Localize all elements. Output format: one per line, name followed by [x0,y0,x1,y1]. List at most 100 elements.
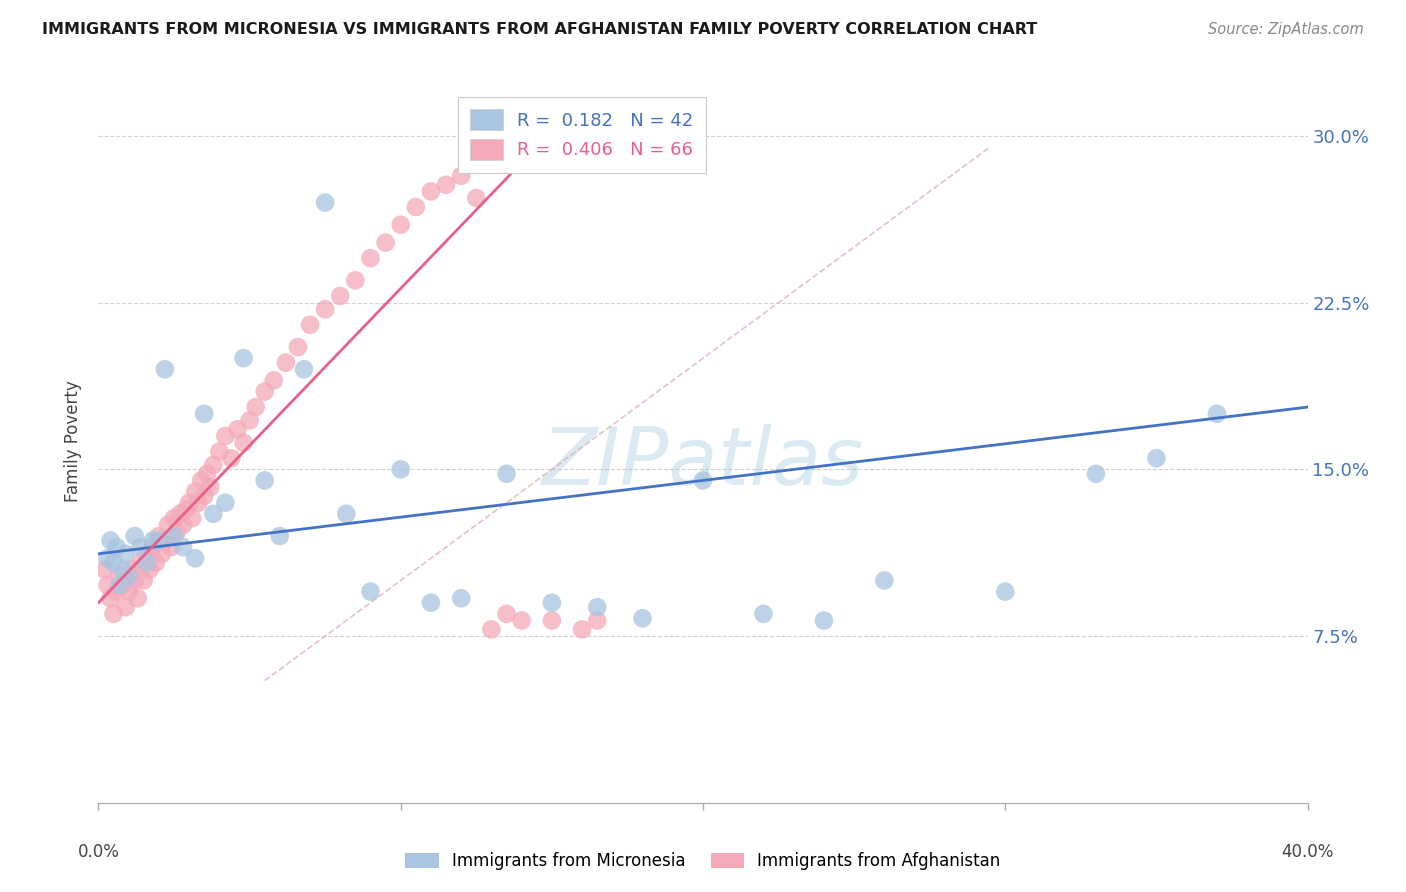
Point [374,235,396,250]
Point [253,474,276,488]
Legend: Immigrants from Micronesia, Immigrants from Afghanistan: Immigrants from Micronesia, Immigrants f… [399,846,1007,877]
Point [214,496,236,510]
Point [586,600,609,615]
Point [495,607,517,621]
Text: Source: ZipAtlas.com: Source: ZipAtlas.com [1208,22,1364,37]
Point [202,507,225,521]
Point [692,474,714,488]
Point [420,185,443,199]
Point [163,529,186,543]
Point [148,533,170,548]
Point [166,524,188,539]
Point [752,607,775,621]
Point [335,507,357,521]
Text: 0.0%: 0.0% [77,843,120,861]
Point [127,591,149,606]
Point [389,218,412,232]
Point [129,556,152,570]
Point [253,384,276,399]
Point [148,529,170,543]
Point [465,191,488,205]
Point [142,540,165,554]
Point [108,578,131,592]
Point [299,318,322,332]
Point [184,484,207,499]
Point [150,547,173,561]
Point [100,591,122,606]
Point [1206,407,1229,421]
Point [481,623,503,637]
Point [420,596,443,610]
Point [631,611,654,625]
Point [813,614,835,628]
Point [994,584,1017,599]
Point [495,467,517,481]
Point [269,529,291,543]
Text: IMMIGRANTS FROM MICRONESIA VS IMMIGRANTS FROM AFGHANISTAN FAMILY POVERTY CORRELA: IMMIGRANTS FROM MICRONESIA VS IMMIGRANTS… [42,22,1038,37]
Point [360,584,382,599]
Point [124,574,146,588]
Point [540,596,562,610]
Point [111,578,134,592]
Point [135,547,157,561]
Point [360,251,382,265]
Point [93,562,115,576]
Point [108,569,131,583]
Point [274,356,297,370]
Point [314,195,336,210]
Point [169,507,191,521]
Point [221,451,243,466]
Point [172,517,194,532]
Point [105,584,128,599]
Point [292,362,315,376]
Point [96,578,118,592]
Text: ZIPatlas: ZIPatlas [541,425,865,502]
Point [873,574,896,588]
Point [153,533,176,548]
Point [114,547,136,561]
Point [571,623,593,637]
Y-axis label: Family Poverty: Family Poverty [65,381,83,502]
Point [184,551,207,566]
Point [1144,451,1167,466]
Point [135,556,157,570]
Point [450,169,472,183]
Point [118,569,141,583]
Point [103,607,125,621]
Point [145,556,167,570]
Point [142,533,165,548]
Point [193,489,215,503]
Point [163,511,186,525]
Point [405,200,427,214]
Point [329,289,352,303]
Point [193,407,215,421]
Point [190,474,212,488]
Point [132,574,155,588]
Point [200,480,222,494]
Point [450,591,472,606]
Point [202,458,225,472]
Point [105,540,128,554]
Point [510,614,533,628]
Point [239,413,262,427]
Point [160,540,183,554]
Point [232,351,254,366]
Point [156,517,179,532]
Point [263,373,285,387]
Point [179,496,201,510]
Point [129,540,152,554]
Point [245,400,267,414]
Point [208,444,231,458]
Point [96,551,118,566]
Point [287,340,309,354]
Point [153,362,176,376]
Point [540,614,562,628]
Point [232,435,254,450]
Legend: R =  0.182   N = 42, R =  0.406   N = 66: R = 0.182 N = 42, R = 0.406 N = 66 [458,96,706,172]
Point [314,302,336,317]
Point [100,533,122,548]
Point [434,178,457,192]
Point [139,562,162,576]
Point [214,429,236,443]
Point [124,529,146,543]
